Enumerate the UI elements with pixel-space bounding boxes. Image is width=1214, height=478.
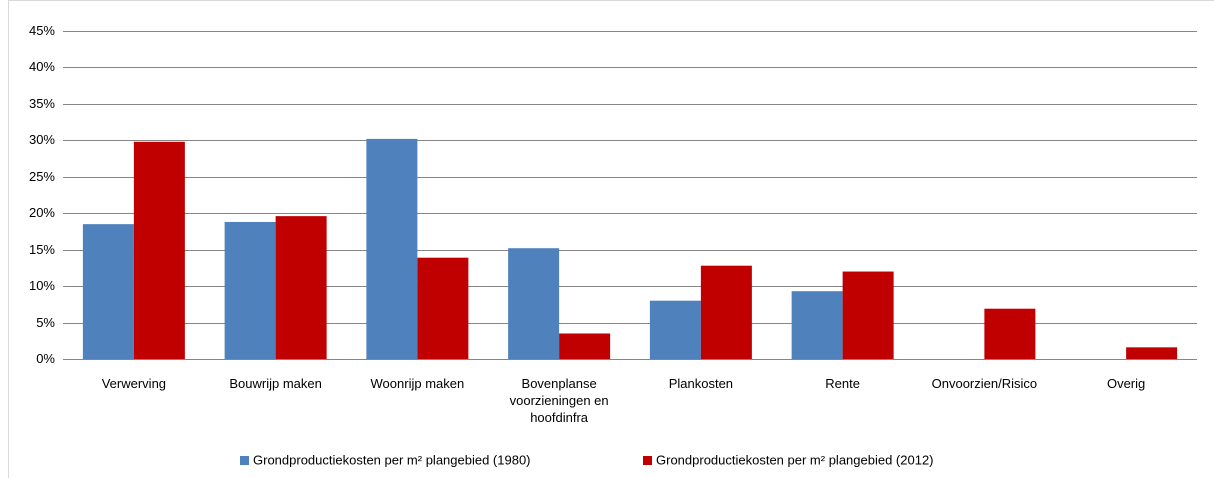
y-tick-label: 30%: [29, 132, 55, 147]
x-tick-label: Woonrijp maken: [370, 376, 465, 391]
legend-swatch: [240, 456, 249, 465]
legend-swatch: [643, 456, 652, 465]
y-tick-label: 40%: [29, 59, 55, 74]
x-tick-label: Plankosten: [668, 376, 734, 391]
x-tick-label: Onvoorzien/Risico: [931, 376, 1038, 391]
bar: [82, 224, 134, 359]
x-tick-label: Overig: [1106, 376, 1146, 391]
bar: [133, 141, 185, 359]
bar: [366, 138, 418, 359]
y-tick-label: 20%: [29, 205, 55, 220]
y-tick-label: 15%: [29, 242, 55, 257]
x-tick-label: Rente: [825, 376, 860, 391]
bar: [559, 333, 611, 359]
x-tick-label: Bouwrijp maken: [229, 376, 322, 391]
bar: [417, 257, 469, 359]
bar: [842, 271, 894, 359]
y-tick-label: 0%: [36, 351, 55, 366]
y-tick-label: 35%: [29, 96, 55, 111]
bar: [700, 265, 752, 359]
y-tick-label: 45%: [29, 23, 55, 38]
y-tick-label: 10%: [29, 278, 55, 293]
bar: [1126, 347, 1178, 359]
y-tick-label: 25%: [29, 169, 55, 184]
bar: [224, 221, 276, 359]
legend-label: Grondproductiekosten per m² plangebied (…: [253, 452, 531, 467]
bar: [508, 248, 560, 359]
x-tick-label: Verwerving: [101, 376, 167, 391]
bar: [984, 308, 1036, 359]
bar: [275, 216, 327, 359]
y-tick-label: 5%: [36, 315, 55, 330]
bar: [791, 291, 843, 359]
x-tick-label: Bovenplanse voorzieningen en hoofdinfra: [509, 376, 609, 425]
bar: [649, 300, 701, 359]
legend-label: Grondproductiekosten per m² plangebied (…: [656, 452, 934, 467]
